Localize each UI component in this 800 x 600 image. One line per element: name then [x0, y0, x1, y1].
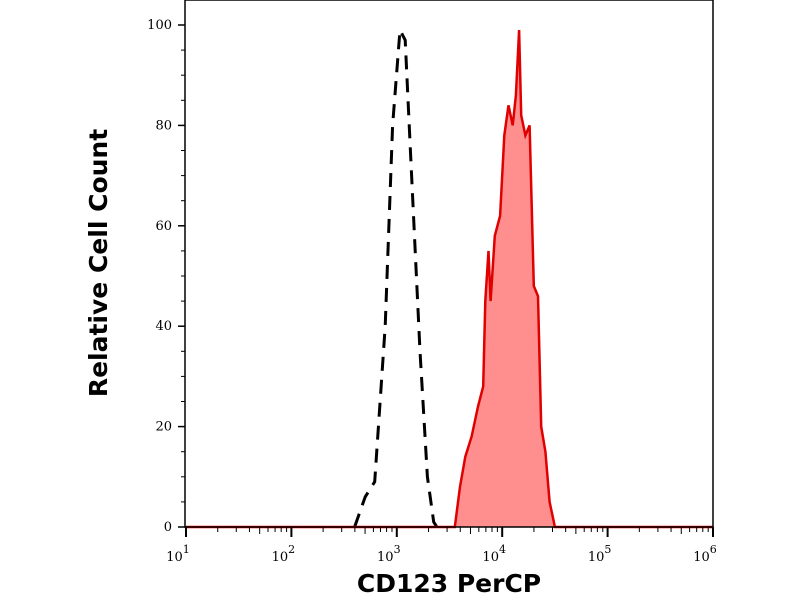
series-fill-1	[186, 30, 713, 527]
series-line-0	[353, 24, 439, 528]
x-tick-label: 103	[377, 543, 401, 565]
plot-frame	[184, 0, 714, 528]
y-tick-label: 40	[155, 319, 172, 334]
y-tick-label: 80	[155, 118, 172, 133]
y-tick-label: 100	[147, 18, 172, 33]
series-line-1	[186, 29, 713, 529]
y-tick-label: 0	[164, 520, 172, 535]
x-tick-label: 101	[166, 543, 190, 565]
x-tick-label: 105	[588, 543, 612, 565]
x-tick-label: 102	[272, 543, 296, 565]
y-axis-title: Relative Cell Count	[84, 129, 113, 397]
x-axis-title: CD123 PerCP	[357, 569, 541, 598]
y-tick-label: 20	[155, 420, 172, 435]
x-tick-label: 104	[482, 543, 506, 565]
y-tick-label: 60	[155, 219, 172, 234]
x-tick-label: 106	[693, 543, 717, 565]
